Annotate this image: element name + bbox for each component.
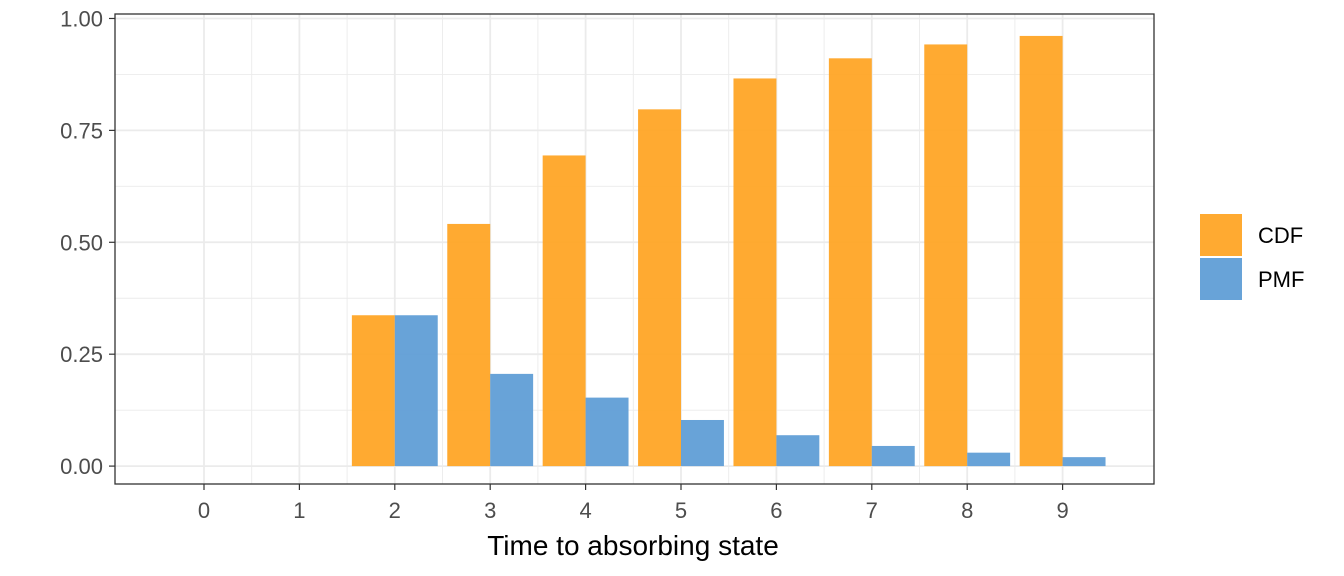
bar-pmf-3 — [490, 373, 534, 467]
x-tick-label: 3 — [484, 498, 496, 523]
bar-cdf-4 — [542, 155, 586, 467]
x-tick-label: 2 — [389, 498, 401, 523]
x-axis-label: Time to absorbing state — [487, 530, 779, 561]
y-tick-label: 0.75 — [60, 118, 103, 143]
bar-cdf-9 — [1019, 35, 1063, 467]
bar-pmf-8 — [967, 452, 1011, 467]
legend-label-cdf: CDF — [1258, 223, 1303, 248]
legend: CDF PMF — [1200, 214, 1304, 300]
y-tick-label: 0.00 — [60, 454, 103, 479]
bar-pmf-9 — [1062, 457, 1106, 467]
bar-pmf-6 — [776, 435, 820, 467]
bar-cdf-6 — [733, 78, 777, 467]
bar-cdf-5 — [638, 109, 681, 467]
bar-pmf-7 — [871, 445, 915, 467]
bar-cdf-2 — [351, 315, 395, 467]
legend-label-pmf: PMF — [1258, 267, 1304, 292]
grid-layer — [115, 14, 1154, 484]
x-tick-label: 4 — [579, 498, 591, 523]
x-tick-label: 1 — [293, 498, 305, 523]
legend-key-cdf — [1200, 214, 1242, 256]
x-tick-label: 0 — [198, 498, 210, 523]
bar-cdf-7 — [828, 58, 872, 467]
y-axis: 0.00 0.25 0.50 0.75 1.00 — [60, 6, 115, 479]
bars-layer — [351, 35, 1106, 467]
y-tick-label: 0.50 — [60, 230, 103, 255]
x-tick-label: 7 — [866, 498, 878, 523]
legend-key-pmf — [1200, 258, 1242, 300]
plot-panel-border — [114, 13, 1155, 485]
bar-pmf-2 — [394, 315, 438, 467]
x-tick-label: 6 — [770, 498, 782, 523]
x-tick-label: 5 — [675, 498, 687, 523]
x-tick-label: 8 — [961, 498, 973, 523]
y-tick-label: 1.00 — [60, 6, 103, 31]
bar-cdf-3 — [447, 223, 491, 467]
bar-cdf-8 — [924, 44, 968, 467]
x-tick-label: 9 — [1056, 498, 1068, 523]
y-tick-label: 0.25 — [60, 342, 103, 367]
x-axis: 0 1 2 3 4 5 6 7 8 9 — [198, 484, 1069, 523]
bar-pmf-5 — [681, 419, 724, 467]
bar-pmf-4 — [585, 397, 629, 467]
